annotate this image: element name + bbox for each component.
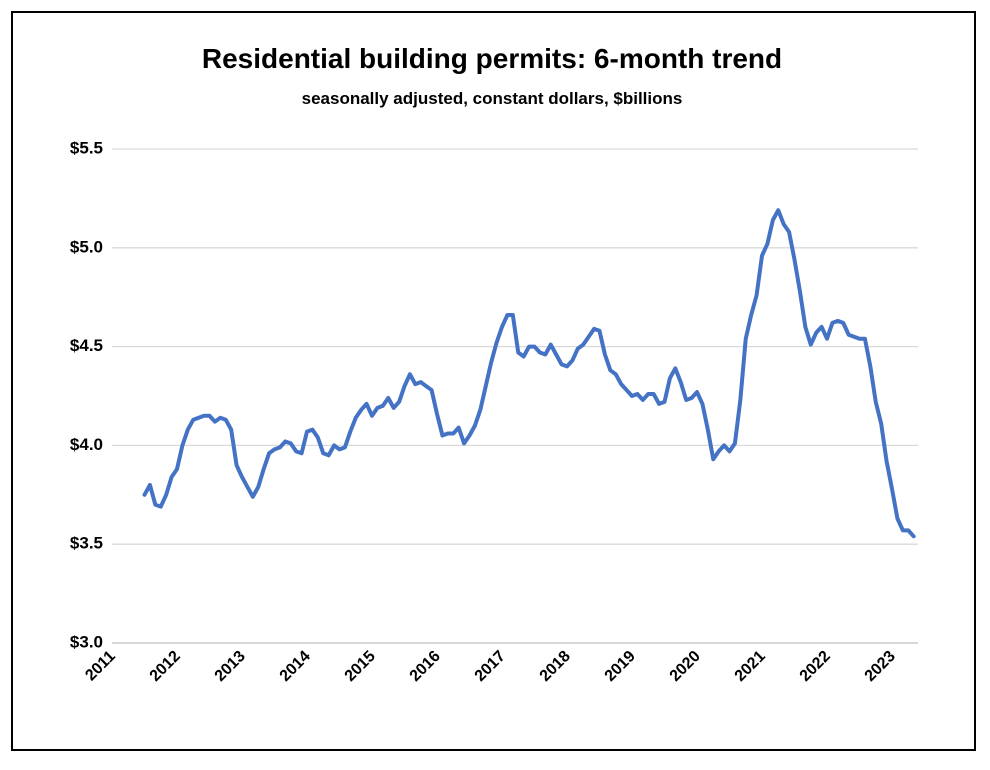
chart-subtitle: seasonally adjusted, constant dollars, $… bbox=[302, 89, 683, 108]
chart-border bbox=[11, 11, 976, 751]
y-tick-label: $5.0 bbox=[70, 237, 103, 256]
y-tick-label: $4.5 bbox=[70, 336, 103, 355]
data-line bbox=[142, 208, 916, 539]
chart-title: Residential building permits: 6-month tr… bbox=[202, 43, 782, 74]
y-tick-label: $3.5 bbox=[70, 534, 103, 553]
y-tick-label: $5.5 bbox=[70, 138, 103, 157]
y-tick-label: $3.0 bbox=[70, 632, 103, 651]
y-tick-label: $4.0 bbox=[70, 435, 103, 454]
